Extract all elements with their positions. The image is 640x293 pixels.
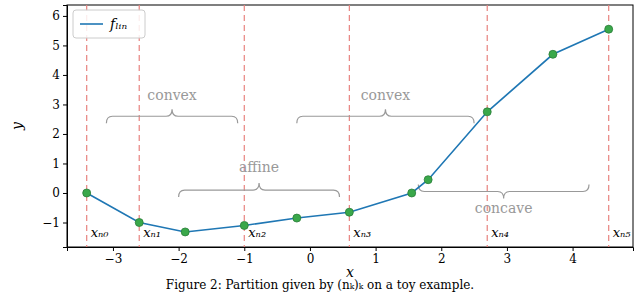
brace [179,183,340,197]
data-point [181,228,189,236]
x-tick: −3 [105,247,123,266]
partition-label: xₙ₀ [91,225,110,240]
x-tick-mark [507,247,508,251]
brace [418,185,589,199]
x-tick-mark [310,247,311,251]
data-point [483,108,491,116]
x-axis-line [68,248,634,252]
partition-label: xₙ₂ [248,225,266,240]
legend-box [73,10,145,38]
y-tick: 1 [52,157,67,171]
x-tick-mark [244,247,245,251]
x-tick-label: −1 [236,252,254,266]
data-point [424,176,432,184]
annotations: xₙ₀ xₙ₁ xₙ₂ xₙ₃ xₙ₄ xₙ₅ convex affine convex conc… [91,87,632,240]
y-tick: 3 [52,98,67,112]
x-tick: −1 [236,247,254,266]
brace [106,109,237,123]
x-axis: −3 −2 −1 0 1 2 3 4 [68,247,634,266]
y-tick-mark [63,163,67,164]
brace-label: convex [147,87,196,103]
x-tick-label: 4 [569,252,577,266]
legend: fₗᵢₙ [73,10,145,38]
partition-line [244,5,245,247]
x-tick-mark [441,247,442,251]
data-point [549,50,557,58]
y-tick: 4 [52,68,67,82]
x-tick-label: −3 [105,252,123,266]
x-tick-label: 0 [307,252,315,266]
y-axis: −1 0 1 2 3 4 5 6 [42,6,67,248]
y-tick-mark [63,193,67,194]
caption: Figure 2: Partition given by (nₖ)ₖ on a … [166,278,474,292]
partition-label: xₙ₃ [353,225,371,240]
brace-label: convex [361,87,410,103]
partition-label: xₙ₅ [613,225,632,240]
x-tick: −2 [170,247,188,266]
x-tick-label: −2 [170,252,188,266]
series-line [87,29,609,232]
x-tick: 2 [438,247,446,266]
brace [297,109,474,123]
y-tick: 2 [52,127,67,141]
y-tick-label: 3 [52,98,60,112]
data-point [408,189,416,197]
y-axis-title: y [9,121,25,131]
x-tick-mark [376,247,377,251]
data-point [135,219,143,227]
plot-frame [67,5,633,247]
y-tick-mark [63,45,67,46]
x-tick: 1 [372,247,380,266]
x-tick-label: 2 [438,252,446,266]
y-tick-mark [63,75,67,76]
partition-label: xₙ₄ [491,225,509,240]
y-tick-mark [63,104,67,105]
y-tick: 6 [52,9,67,23]
y-tick: 0 [52,186,67,200]
legend-label: fₗᵢₙ [109,16,127,32]
data-point [293,214,301,222]
y-tick-label: 0 [52,186,60,200]
x-tick-mark [113,247,114,251]
chart: −3 −2 −1 0 1 2 3 4 −1 0 1 2 3 4 5 6 xₙ₀ xₙ₁ xₙ₂ xₙ₃ xₙ₄ xₙ₅ co… [0,0,640,293]
y-tick-label: 2 [52,127,60,141]
y-tick-label: 6 [52,9,60,23]
x-tick-mark [179,247,180,251]
y-tick-label: −1 [42,216,60,230]
y-tick-label: 1 [52,157,60,171]
partition-line [608,5,609,247]
y-tick: −1 [42,216,67,230]
data-point [345,208,353,216]
x-tick: 3 [504,247,512,266]
brace-label: concave [475,200,533,216]
y-tick-label: 5 [52,39,60,53]
y-tick-mark [63,16,67,17]
x-tick: 0 [307,247,315,266]
x-tick-label: 1 [372,252,380,266]
data-point [83,189,91,197]
partition-line [139,5,140,247]
x-tick: 4 [569,247,577,266]
brace-label: affine [239,159,279,175]
legend-swatch [80,23,103,25]
y-tick-mark [63,134,67,135]
data-point [240,221,248,229]
y-tick-label: 4 [52,68,60,82]
partition-label: xₙ₁ [143,225,161,240]
partition-line [86,5,87,247]
x-tick-mark [573,247,574,251]
y-tick-mark [63,223,67,224]
data-point [605,25,613,33]
x-tick-label: 3 [504,252,512,266]
plot-area [83,5,613,247]
y-tick: 5 [52,39,67,53]
